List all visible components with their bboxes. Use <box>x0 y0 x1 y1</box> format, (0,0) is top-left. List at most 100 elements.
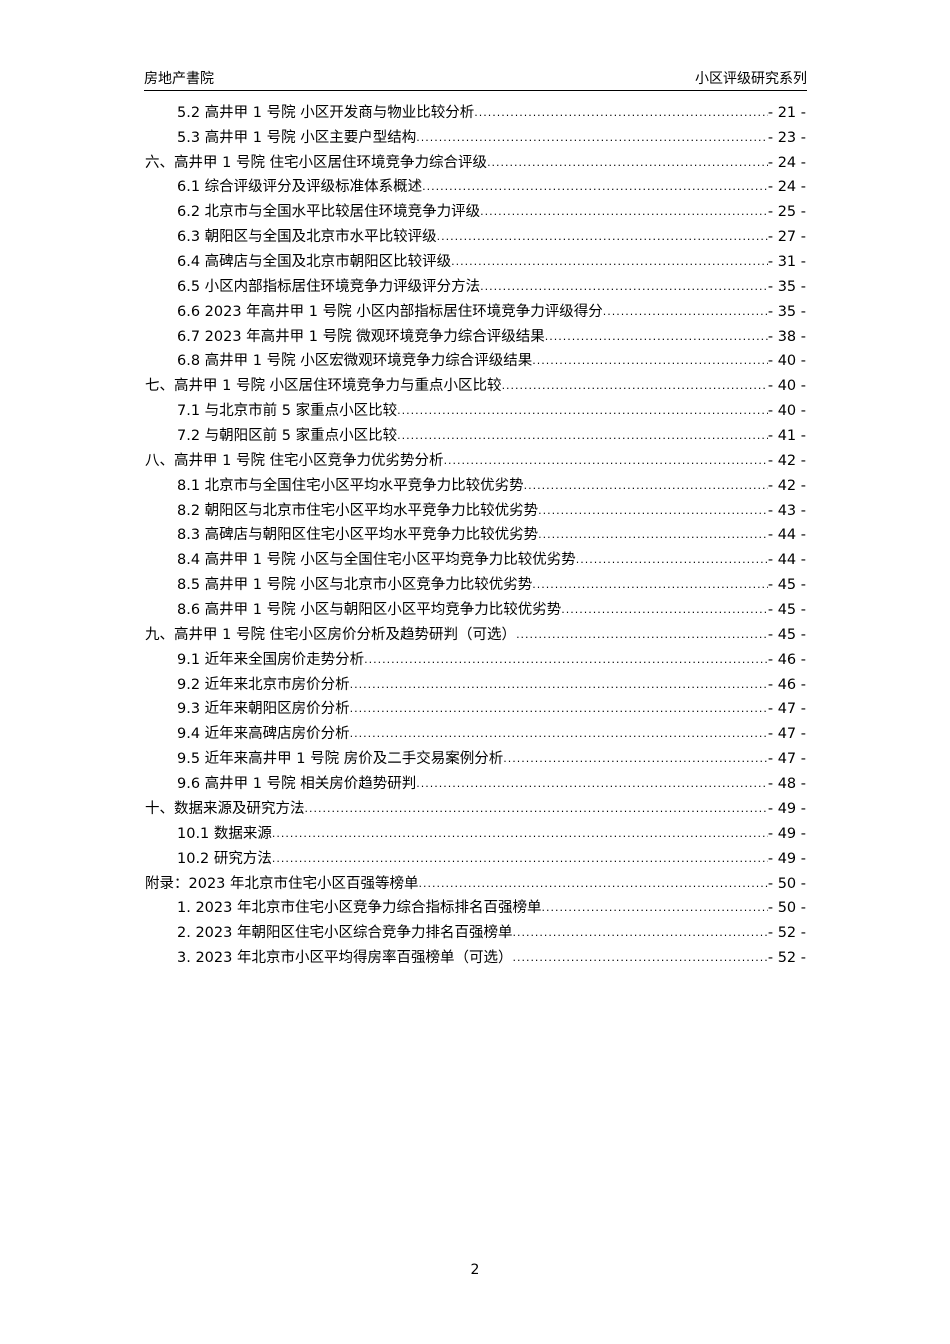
toc-entry-page: - 24 - <box>767 154 806 171</box>
toc-dot-leader <box>576 551 768 569</box>
toc-dot-leader <box>503 750 768 768</box>
toc-entry[interactable]: 10.1 数据来源 - 49 - <box>145 821 806 846</box>
header-left-title: 房地产書院 <box>144 71 214 87</box>
toc-dot-leader <box>545 328 768 346</box>
toc-entry-title: 6.2 北京市与全国水平比较居住环境竞争力评级 <box>177 204 481 221</box>
toc-entry[interactable]: 1. 2023 年北京市住宅小区竞争力综合指标排名百强榜单 - 50 - <box>145 896 806 921</box>
toc-entry-page: - 46 - <box>767 676 806 693</box>
toc-entry[interactable]: 8.5 高井甲 1 号院 小区与北京市小区竞争力比较优劣势 - 45 - <box>145 572 806 597</box>
toc-entry[interactable]: 十、数据来源及研究方法 - 49 - <box>145 796 806 821</box>
toc-entry[interactable]: 6.5 小区内部指标居住环境竞争力评级评分方法 - 35 - <box>145 274 806 299</box>
toc-entry[interactable]: 六、高井甲 1 号院 住宅小区居住环境竞争力综合评级 - 24 - <box>145 150 806 175</box>
toc-entry-title: 附录：2023 年北京市住宅小区百强等榜单 <box>145 875 419 892</box>
toc-entry-page: - 47 - <box>767 751 806 768</box>
toc-entry-title: 9.3 近年来朝阳区房价分析 <box>177 701 350 718</box>
toc-entry[interactable]: 6.3 朝阳区与全国及北京市水平比较评级 - 27 - <box>145 224 806 249</box>
toc-entry[interactable]: 八、高井甲 1 号院 住宅小区竞争力优劣势分析 - 42 - <box>145 448 806 473</box>
toc-dot-leader <box>416 775 768 793</box>
toc-entry-title: 6.1 综合评级评分及评级标准体系概述 <box>177 179 423 196</box>
toc-dot-leader <box>561 601 768 619</box>
toc-entry-title: 8.6 高井甲 1 号院 小区与朝阳区小区平均竞争力比较优劣势 <box>177 602 562 619</box>
toc-entry-page: - 48 - <box>767 776 806 793</box>
toc-entry[interactable]: 8.3 高碑店与朝阳区住宅小区平均水平竞争力比较优劣势 - 44 - <box>145 523 806 548</box>
toc-dot-leader <box>397 402 768 420</box>
toc-dot-leader <box>444 452 768 470</box>
toc-entry-title: 5.3 高井甲 1 号院 小区主要户型结构 <box>177 129 417 146</box>
toc-entry-page: - 47 - <box>767 726 806 743</box>
toc-entry[interactable]: 七、高井甲 1 号院 小区居住环境竞争力与重点小区比较 - 40 - <box>145 373 806 398</box>
toc-entry[interactable]: 8.4 高井甲 1 号院 小区与全国住宅小区平均竞争力比较优劣势 - 44 - <box>145 547 806 572</box>
toc-entry-page: - 35 - <box>767 278 806 295</box>
toc-dot-leader <box>502 377 768 395</box>
toc-entry[interactable]: 6.4 高碑店与全国及北京市朝阳区比较评级 - 31 - <box>145 249 806 274</box>
toc-entry[interactable]: 7.1 与北京市前 5 家重点小区比较 - 40 - <box>145 398 806 423</box>
toc-entry-page: - 52 - <box>767 925 806 942</box>
toc-entry[interactable]: 8.2 朝阳区与北京市住宅小区平均水平竞争力比较优劣势 - 43 - <box>145 498 806 523</box>
toc-entry[interactable]: 附录：2023 年北京市住宅小区百强等榜单 - 50 - <box>145 871 806 896</box>
toc-entry[interactable]: 10.2 研究方法 - 49 - <box>145 846 806 871</box>
toc-entry[interactable]: 6.2 北京市与全国水平比较居住环境竞争力评级 - 25 - <box>145 199 806 224</box>
page-header: 房地产書院 小区评级研究系列 <box>144 66 807 91</box>
toc-entry-title: 6.5 小区内部指标居住环境竞争力评级评分方法 <box>177 278 481 295</box>
toc-entry[interactable]: 6.8 高井甲 1 号院 小区宏微观环境竞争力综合评级结果 - 40 - <box>145 349 806 374</box>
toc-dot-leader <box>532 576 768 594</box>
toc-entry-page: - 40 - <box>767 403 806 420</box>
toc-dot-leader <box>437 228 768 246</box>
toc-entry-title: 1. 2023 年北京市住宅小区竞争力综合指标排名百强榜单 <box>177 900 542 917</box>
toc-entry-page: - 49 - <box>767 800 806 817</box>
toc-entry[interactable]: 5.2 高井甲 1 号院 小区开发商与物业比较分析 - 21 - <box>145 100 806 125</box>
toc-dot-leader <box>538 526 768 544</box>
toc-dot-leader <box>524 477 768 495</box>
toc-entry-title: 七、高井甲 1 号院 小区居住环境竞争力与重点小区比较 <box>145 378 502 395</box>
toc-dot-leader <box>541 899 767 917</box>
toc-entry[interactable]: 9.1 近年来全国房价走势分析 - 46 - <box>145 647 806 672</box>
toc-entry[interactable]: 9.2 近年来北京市房价分析 - 46 - <box>145 672 806 697</box>
toc-entry[interactable]: 7.2 与朝阳区前 5 家重点小区比较 - 41 - <box>145 423 806 448</box>
toc-entry-page: - 45 - <box>767 577 806 594</box>
toc-entry[interactable]: 2. 2023 年朝阳区住宅小区综合竞争力排名百强榜单 - 52 - <box>145 920 806 945</box>
toc-entry-page: - 47 - <box>767 701 806 718</box>
toc-entry[interactable]: 5.3 高井甲 1 号院 小区主要户型结构 - 23 - <box>145 125 806 150</box>
toc-entry[interactable]: 6.7 2023 年高井甲 1 号院 微观环境竞争力综合评级结果 - 38 - <box>145 324 806 349</box>
toc-entry[interactable]: 九、高井甲 1 号院 住宅小区房价分析及趋势研判（可选） - 45 - <box>145 622 806 647</box>
toc-entry-title: 6.6 2023 年高井甲 1 号院 小区内部指标居住环境竞争力评级得分 <box>177 303 603 320</box>
toc-entry-title: 3. 2023 年北京市小区平均得房率百强榜单（可选） <box>177 950 513 967</box>
toc-dot-leader <box>350 700 768 718</box>
toc-dot-leader <box>512 949 767 967</box>
toc-dot-leader <box>350 676 768 694</box>
toc-entry-title: 9.1 近年来全国房价走势分析 <box>177 651 365 668</box>
toc-entry[interactable]: 6.6 2023 年高井甲 1 号院 小区内部指标居住环境竞争力评级得分 - 35… <box>145 299 806 324</box>
toc-dot-leader <box>487 154 768 172</box>
toc-entry-page: - 49 - <box>767 825 806 842</box>
toc-entry[interactable]: 9.5 近年来高井甲 1 号院 房价及二手交易案例分析 - 47 - <box>145 746 806 771</box>
toc-entry[interactable]: 9.4 近年来高碑店房价分析 - 47 - <box>145 721 806 746</box>
toc-entry-title: 8.1 北京市与全国住宅小区平均水平竞争力比较优劣势 <box>177 477 524 494</box>
toc-entry[interactable]: 9.6 高井甲 1 号院 相关房价趋势研判 - 48 - <box>145 771 806 796</box>
toc-entry-title: 8.3 高碑店与朝阳区住宅小区平均水平竞争力比较优劣势 <box>177 527 539 544</box>
toc-entry-title: 十、数据来源及研究方法 <box>145 800 305 817</box>
toc-dot-leader <box>474 104 768 122</box>
toc-entry[interactable]: 6.1 综合评级评分及评级标准体系概述 - 24 - <box>145 175 806 200</box>
toc-entry-page: - 46 - <box>767 651 806 668</box>
toc-entry-title: 九、高井甲 1 号院 住宅小区房价分析及趋势研判（可选） <box>145 626 517 643</box>
toc-entry-title: 7.1 与北京市前 5 家重点小区比较 <box>177 403 398 420</box>
toc-entry-title: 8.2 朝阳区与北京市住宅小区平均水平竞争力比较优劣势 <box>177 502 539 519</box>
toc-entry-page: - 42 - <box>767 452 806 469</box>
toc-entry-page: - 45 - <box>767 602 806 619</box>
toc-entry-page: - 45 - <box>767 626 806 643</box>
toc-dot-leader <box>364 651 768 669</box>
toc-entry-title: 6.3 朝阳区与全国及北京市水平比较评级 <box>177 229 437 246</box>
toc-dot-leader <box>451 253 768 271</box>
toc-dot-leader <box>397 427 768 445</box>
toc-dot-leader <box>416 129 768 147</box>
toc-entry-page: - 41 - <box>767 428 806 445</box>
toc-entry-title: 6.4 高碑店与全国及北京市朝阳区比较评级 <box>177 254 452 271</box>
toc-entry-title: 7.2 与朝阳区前 5 家重点小区比较 <box>177 428 398 445</box>
toc-entry[interactable]: 8.1 北京市与全国住宅小区平均水平竞争力比较优劣势 - 42 - <box>145 473 806 498</box>
toc-entry[interactable]: 3. 2023 年北京市小区平均得房率百强榜单（可选） - 52 - <box>145 945 806 970</box>
toc-entry[interactable]: 8.6 高井甲 1 号院 小区与朝阳区小区平均竞争力比较优劣势 - 45 - <box>145 597 806 622</box>
toc-entry-title: 10.2 研究方法 <box>177 850 272 867</box>
toc-entry[interactable]: 9.3 近年来朝阳区房价分析 - 47 - <box>145 697 806 722</box>
toc-entry-title: 9.5 近年来高井甲 1 号院 房价及二手交易案例分析 <box>177 751 504 768</box>
toc-entry-title: 9.6 高井甲 1 号院 相关房价趋势研判 <box>177 776 417 793</box>
